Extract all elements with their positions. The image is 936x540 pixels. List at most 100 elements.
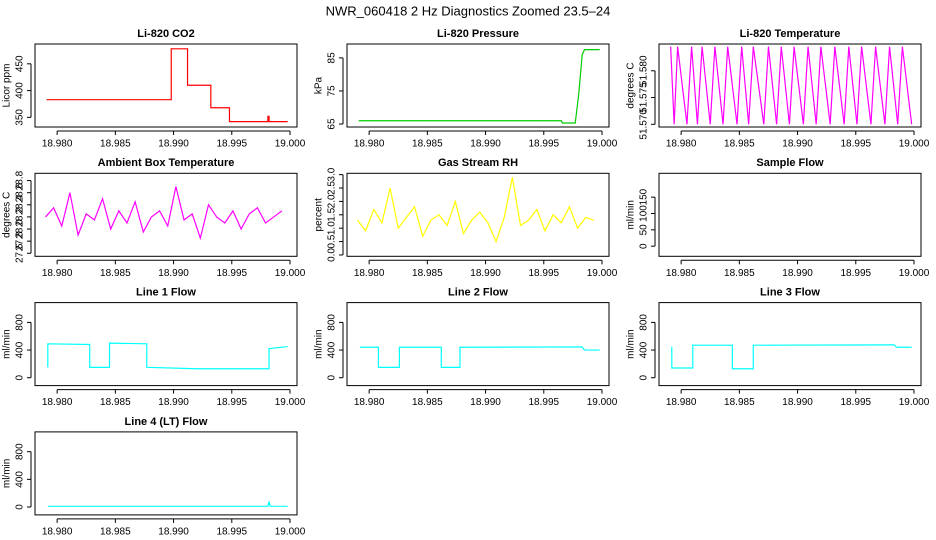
- plot-frame: [34, 431, 298, 516]
- x-tick-label: 18.990: [470, 268, 501, 279]
- y-tick-label: 28.0: [15, 219, 26, 239]
- y-tick-label: 400: [639, 341, 650, 358]
- y-tick-label: 3.0: [327, 167, 338, 181]
- plot-frame: [346, 172, 610, 257]
- plot-frame: [658, 43, 922, 128]
- y-tick-label: 0.0: [327, 248, 338, 262]
- data-line: [671, 344, 912, 370]
- x-tick-label: 18.985: [412, 397, 443, 408]
- x-tick-label: 18.985: [100, 139, 131, 150]
- x-tick-label: 18.995: [528, 139, 559, 150]
- y-tick-label: 0.5: [327, 234, 338, 248]
- data-line: [47, 342, 288, 370]
- x-tick-label: 18.990: [158, 268, 189, 279]
- y-tick-label: 65: [327, 118, 338, 130]
- x-tick-label: 18.990: [158, 397, 189, 408]
- y-tick-label: 800: [15, 314, 26, 331]
- panel-title: Sample Flow: [756, 157, 824, 169]
- x-tick-label: 18.980: [666, 268, 697, 279]
- x-tick-label: 18.980: [42, 268, 73, 279]
- x-tick-label: 18.985: [412, 268, 443, 279]
- y-tick-label: 85: [327, 52, 338, 64]
- data-line: [670, 46, 913, 125]
- figure-title: NWR_060418 2 Hz Diagnostics Zoomed 23.5–…: [326, 3, 611, 18]
- y-tick-label: 800: [15, 443, 26, 460]
- x-tick-label: 18.995: [216, 397, 247, 408]
- x-tick-label: 18.990: [158, 139, 189, 150]
- x-tick-label: 18.990: [782, 268, 813, 279]
- x-tick-label: 18.990: [470, 397, 501, 408]
- y-axis-label: ml/min: [2, 329, 13, 358]
- y-tick-label: 800: [327, 314, 338, 331]
- panel-title: Line 4 (LT) Flow: [125, 416, 208, 428]
- y-axis-label: ml/min: [626, 200, 637, 229]
- y-tick-label: 28.2: [15, 207, 26, 227]
- x-tick-label: 18.980: [42, 397, 73, 408]
- data-line: [46, 48, 288, 123]
- panel-title: Li-820 Pressure: [437, 28, 519, 40]
- y-axis-label: ml/min: [626, 329, 637, 358]
- panel-title: Li-820 Temperature: [740, 28, 841, 40]
- x-tick-label: 19.000: [587, 139, 618, 150]
- x-tick-label: 18.985: [100, 268, 131, 279]
- y-tick-label: 1.0: [327, 221, 338, 235]
- plot-frame: [34, 172, 298, 257]
- y-axis-label: ml/min: [314, 329, 325, 358]
- plot-frame: [346, 302, 610, 387]
- y-tick-label: 100: [639, 205, 650, 222]
- x-tick-label: 18.995: [216, 139, 247, 150]
- y-tick-label: 27.8: [15, 231, 26, 251]
- y-tick-label: 51.570: [639, 109, 650, 140]
- plot-frame: [658, 302, 922, 387]
- x-tick-label: 18.995: [528, 397, 559, 408]
- x-tick-label: 19.000: [587, 397, 618, 408]
- y-tick-label: 450: [15, 55, 26, 72]
- y-tick-label: 0: [639, 243, 650, 249]
- y-tick-label: 28.6: [15, 183, 26, 203]
- y-tick-label: 28.4: [15, 195, 26, 215]
- x-tick-label: 18.985: [724, 397, 755, 408]
- x-tick-label: 18.980: [354, 139, 385, 150]
- y-axis-label: Licor ppm: [2, 64, 13, 108]
- panel-title: Gas Stream RH: [438, 157, 518, 169]
- y-tick-label: 2.0: [327, 194, 338, 208]
- y-axis-label: percent: [314, 198, 325, 232]
- x-tick-label: 18.985: [100, 397, 131, 408]
- plot-frame: [34, 302, 298, 387]
- data-line: [358, 49, 600, 124]
- y-tick-label: 1.5: [327, 207, 338, 221]
- y-tick-label: 0: [327, 374, 338, 380]
- y-tick-label: 0: [639, 374, 650, 380]
- plot-frame: [346, 43, 610, 128]
- y-tick-label: 0: [15, 504, 26, 510]
- plot-frame: [34, 43, 298, 128]
- x-tick-label: 18.985: [724, 139, 755, 150]
- data-line: [47, 501, 288, 507]
- y-tick-label: 400: [327, 341, 338, 358]
- x-tick-label: 18.990: [158, 527, 189, 538]
- panel-title: Line 1 Flow: [136, 287, 196, 299]
- y-tick-label: 400: [15, 82, 26, 99]
- x-tick-label: 18.985: [100, 527, 131, 538]
- y-tick-label: 0: [15, 374, 26, 380]
- panel-title: Line 2 Flow: [448, 287, 508, 299]
- y-tick-label: 350: [15, 109, 26, 126]
- panel-title: Ambient Box Temperature: [98, 157, 235, 169]
- x-tick-label: 19.000: [899, 397, 930, 408]
- data-line: [359, 346, 600, 368]
- x-tick-label: 19.000: [275, 527, 306, 538]
- x-tick-label: 18.990: [470, 139, 501, 150]
- x-tick-label: 18.980: [42, 527, 73, 538]
- x-tick-label: 18.995: [840, 139, 871, 150]
- panel-title: Line 3 Flow: [760, 287, 820, 299]
- x-tick-label: 18.980: [666, 139, 697, 150]
- y-tick-label: 51.580: [639, 55, 650, 86]
- y-tick-label: 400: [15, 471, 26, 488]
- x-tick-label: 19.000: [275, 268, 306, 279]
- y-axis-label: kPa: [314, 76, 325, 94]
- x-tick-label: 19.000: [899, 139, 930, 150]
- x-tick-label: 19.000: [275, 139, 306, 150]
- y-tick-label: 150: [639, 188, 650, 205]
